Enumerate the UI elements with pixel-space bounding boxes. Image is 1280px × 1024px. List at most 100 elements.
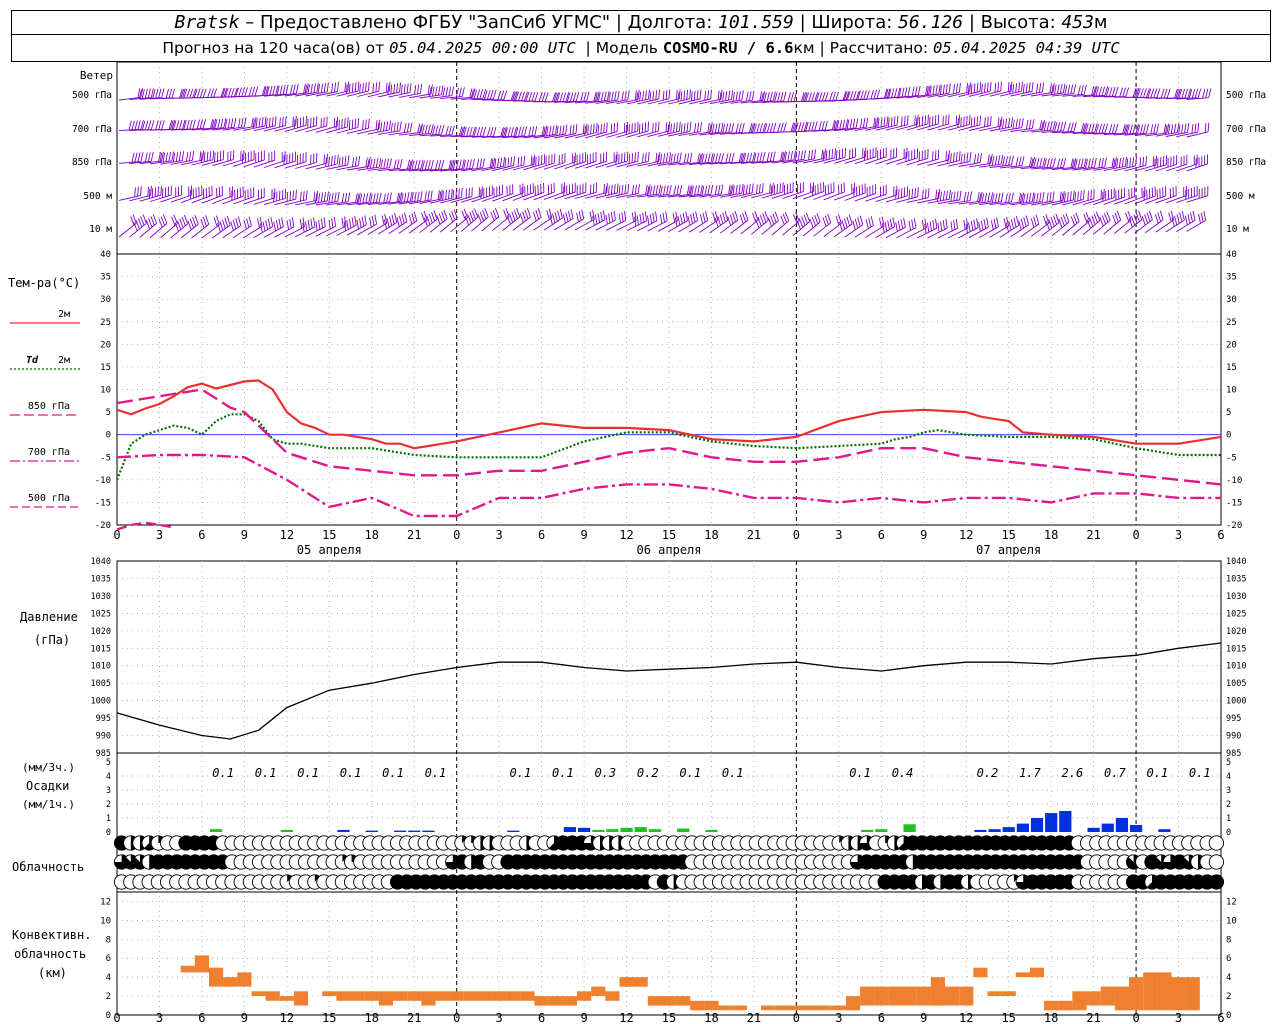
wind-barb: [1103, 211, 1122, 235]
wind-barb: [844, 117, 869, 132]
temp-tick-label-right: 5: [1226, 408, 1231, 418]
temp-tick-label-left: -5: [100, 453, 111, 463]
longitude-label: Долгота:: [627, 12, 718, 33]
wind-barb: [854, 184, 877, 202]
wind-barb: [460, 186, 483, 203]
wind-barb: [885, 115, 909, 131]
date-label: 07 апреля: [976, 543, 1041, 557]
wind-barb: [585, 210, 606, 231]
pressure-tick-label-right: 1035: [1226, 574, 1246, 584]
wind-barb: [989, 117, 1014, 132]
wind-barb: [989, 81, 1013, 97]
wind-barb: [512, 183, 534, 201]
wind-barb: [792, 212, 811, 237]
precip-tick-label-left: 2: [106, 800, 111, 810]
temp-tick-label-right: -10: [1226, 476, 1242, 486]
convective-bar: [619, 977, 634, 987]
wind-barb: [782, 212, 800, 236]
wind-barb: [875, 115, 899, 131]
wind-barb: [564, 152, 587, 170]
pressure-tick-label-right: 1020: [1226, 627, 1246, 637]
header-station-line: Bratsk – Предоставлено ФГБУ "ЗапСиб УГМС…: [11, 10, 1271, 35]
wind-barb: [440, 159, 465, 172]
wind-barb: [802, 213, 821, 237]
wind-barb: [346, 157, 371, 171]
wind-barb: [896, 86, 921, 99]
wind-barb: [689, 122, 713, 136]
wind-barb: [429, 188, 453, 204]
model-label: Модель: [595, 39, 663, 57]
precip-3h-value: 0.1: [1146, 766, 1168, 780]
wind-barb: [782, 149, 806, 164]
wind-barb: [398, 191, 423, 205]
precip-3h-value: 0.2: [637, 766, 659, 780]
wind-barb: [336, 81, 360, 97]
convective-bar: [1015, 972, 1030, 978]
convective-bar: [223, 977, 238, 987]
wind-barb: [1186, 154, 1208, 172]
time-tick-label-top: 6: [538, 528, 545, 542]
wind-barb: [471, 126, 497, 138]
wind-barb: [357, 192, 382, 206]
wind-barb: [585, 122, 608, 139]
wind-barb: [948, 152, 972, 167]
wind-barb: [916, 149, 940, 166]
wind-barb: [1031, 157, 1056, 170]
precip-3h-value: 0.1: [679, 766, 701, 780]
wind-barb: [1072, 123, 1098, 134]
temp-line-td2m: [117, 413, 1221, 481]
wind-barb: [937, 114, 960, 131]
wind-barb: [802, 182, 825, 200]
wind-barb: [512, 154, 536, 171]
wind-barb: [377, 213, 398, 235]
precip-tick-label-right: 0: [1226, 828, 1231, 838]
wind-barb: [823, 147, 847, 164]
wind-barb: [398, 159, 424, 172]
wind-barb: [854, 116, 879, 131]
precip-bar-snow: [422, 830, 435, 832]
calculated-date: 05.04.2025 04:39 UTC: [933, 39, 1120, 57]
wind-barb: [968, 81, 992, 97]
wind-barb: [502, 183, 524, 202]
wind-barb: [232, 150, 255, 167]
wind-barb: [854, 147, 877, 165]
wind-barb: [378, 159, 403, 172]
convective-bar: [279, 996, 294, 1001]
convective-bar: [959, 986, 974, 1006]
wind-barb: [626, 151, 650, 167]
wind-barb: [554, 152, 576, 170]
wind-barb: [751, 91, 776, 104]
wind-barb: [481, 126, 507, 138]
wind-barb: [896, 114, 919, 131]
wind-barb: [1114, 123, 1139, 136]
wind-barb: [678, 211, 699, 233]
wind-barb: [326, 155, 350, 170]
wind-barb: [284, 190, 308, 206]
time-tick-label-top: 21: [1086, 528, 1100, 542]
latitude-value: 56.126: [898, 12, 964, 33]
convective-bar: [1001, 991, 1016, 996]
convective-bar: [180, 965, 195, 973]
wind-barb: [979, 192, 1004, 205]
pressure-panel-unit: (гПа): [34, 633, 70, 647]
wind-barb: [1134, 186, 1156, 205]
wind-barb: [118, 151, 144, 164]
wind-barb: [1165, 154, 1188, 172]
wind-barb: [1093, 188, 1115, 206]
wind-barb: [585, 183, 608, 199]
wind-barb: [751, 151, 776, 164]
precip-bar-rain: [634, 827, 647, 832]
wind-barb: [803, 148, 827, 164]
convective-panel-title-1: Конвективн.: [12, 928, 91, 942]
temp-tick-label-right: -15: [1226, 498, 1242, 508]
time-tick-label-top: 9: [580, 528, 587, 542]
precip-tick-label-left: 0: [106, 828, 111, 838]
wind-barb: [471, 208, 489, 232]
convective-bar: [633, 977, 648, 987]
wind-barb: [1072, 212, 1090, 236]
time-tick-label-bottom: 0: [113, 1011, 120, 1024]
wind-barb: [719, 210, 739, 234]
temp-tick-label-right: 10: [1226, 386, 1237, 396]
wind-barb: [336, 118, 360, 134]
wind-barb: [1051, 213, 1070, 237]
